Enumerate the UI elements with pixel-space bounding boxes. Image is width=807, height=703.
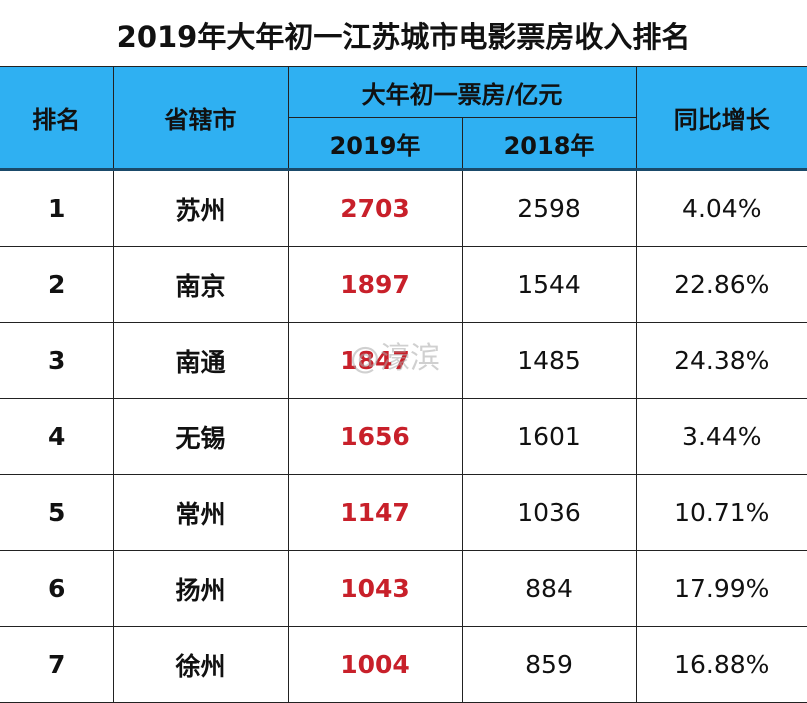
rank-cell: 1 xyxy=(0,169,114,247)
table-row: 6 扬州 1043 884 17.99% xyxy=(0,550,807,627)
growth-cell: 10.71% xyxy=(635,474,807,551)
header-growth: 同比增长 xyxy=(635,66,807,170)
growth-cell: 24.38% xyxy=(635,322,807,399)
growth-cell: 4.04% xyxy=(635,169,807,247)
city-cell: 常州 xyxy=(112,474,289,551)
value-2019-cell: 1147 xyxy=(287,474,463,551)
value-2018-cell: 2598 xyxy=(461,169,637,247)
rank-cell: 4 xyxy=(0,398,114,475)
city-cell: 南京 xyxy=(112,246,289,323)
header-city: 省辖市 xyxy=(112,66,289,170)
rank-cell: 5 xyxy=(0,474,114,551)
growth-cell: 3.44% xyxy=(635,398,807,475)
value-2019-cell: 1656 xyxy=(287,398,463,475)
city-cell: 徐州 xyxy=(112,626,289,703)
city-cell: 南通 xyxy=(112,322,289,399)
table-row: 2 南京 1897 1544 22.86% xyxy=(0,246,807,323)
city-cell: 扬州 xyxy=(112,550,289,627)
growth-cell: 17.99% xyxy=(635,550,807,627)
header-2018: 2018年 xyxy=(461,117,637,170)
value-2018-cell: 1036 xyxy=(461,474,637,551)
rank-cell: 7 xyxy=(0,626,114,703)
value-2019-cell: 1847 xyxy=(287,322,463,399)
header-rank: 排名 xyxy=(0,66,114,170)
box-office-table: 排名 省辖市 大年初一票房/亿元 同比增长 2019年 2018年 1 苏州 2… xyxy=(0,66,807,703)
table-row: 1 苏州 2703 2598 4.04% xyxy=(0,169,807,247)
rank-cell: 6 xyxy=(0,550,114,627)
rank-cell: 2 xyxy=(0,246,114,323)
growth-cell: 16.88% xyxy=(635,626,807,703)
table-row: 5 常州 1147 1036 10.71% xyxy=(0,474,807,551)
city-cell: 无锡 xyxy=(112,398,289,475)
value-2019-cell: 1897 xyxy=(287,246,463,323)
table-row: 7 徐州 1004 859 16.88% xyxy=(0,626,807,703)
header-box-office-group: 大年初一票房/亿元 xyxy=(287,66,637,118)
value-2019-cell: 2703 xyxy=(287,169,463,247)
value-2018-cell: 859 xyxy=(461,626,637,703)
value-2019-cell: 1043 xyxy=(287,550,463,627)
value-2019-cell: 1004 xyxy=(287,626,463,703)
table-row: 4 无锡 1656 1601 3.44% xyxy=(0,398,807,475)
table-row: 3 南通 1847 1485 24.38% xyxy=(0,322,807,399)
growth-cell: 22.86% xyxy=(635,246,807,323)
header-2019: 2019年 xyxy=(288,117,463,170)
page-title: 2019年大年初一江苏城市电影票房收入排名 xyxy=(116,20,691,54)
value-2018-cell: 1601 xyxy=(461,398,637,475)
value-2018-cell: 884 xyxy=(461,550,637,627)
value-2018-cell: 1485 xyxy=(461,322,637,399)
city-cell: 苏州 xyxy=(112,169,289,247)
value-2018-cell: 1544 xyxy=(461,246,637,323)
rank-cell: 3 xyxy=(0,322,114,399)
